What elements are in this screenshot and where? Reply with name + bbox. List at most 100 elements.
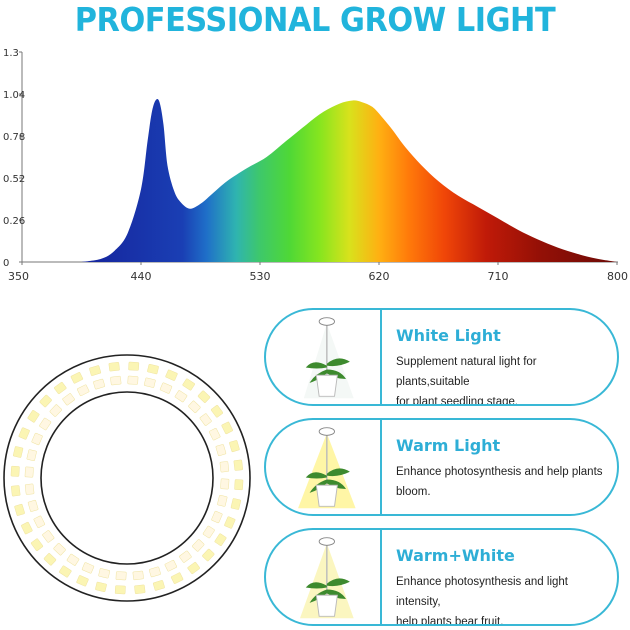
led-chip-warm	[114, 585, 126, 595]
led-chip-white	[208, 428, 221, 441]
led-chip-warm	[14, 503, 25, 516]
led-chip-warm	[43, 553, 57, 566]
led-chip-warm	[152, 580, 165, 591]
y-tick-label: 1.04	[3, 90, 25, 101]
page-title: PROFESSIONAL GROW LIGHT	[74, 0, 556, 39]
led-chip-white	[202, 525, 215, 539]
led-chip-white	[53, 543, 66, 556]
x-tick-label: 440	[131, 270, 152, 283]
led-chip-white	[199, 413, 212, 426]
led-chip-white	[77, 384, 90, 397]
led-chip-white	[98, 568, 111, 579]
led-chip-warm	[187, 561, 200, 575]
mode-description-line: Enhance photosynthesis and help plants	[396, 466, 603, 478]
mode-description-line: help plants bear fruit.	[396, 616, 504, 626]
led-chip-warm	[59, 565, 72, 578]
led-chip-warm	[221, 421, 233, 435]
x-tick-label: 710	[488, 270, 509, 283]
y-tick-label: 0.52	[3, 174, 25, 185]
led-chips	[10, 361, 244, 595]
led-chip-white	[39, 417, 52, 431]
plant-pot-icon	[315, 594, 338, 617]
led-chip-white	[174, 390, 188, 403]
led-chip-white	[159, 382, 173, 394]
plant-pot-icon	[315, 374, 338, 397]
led-chip-white	[24, 466, 34, 478]
led-chip-warm	[70, 372, 84, 384]
led-chip-warm	[224, 516, 236, 529]
led-chip-warm	[234, 479, 244, 491]
led-chip-white	[66, 553, 80, 566]
led-chip-warm	[147, 364, 159, 375]
led-chip-white	[127, 375, 139, 385]
led-chip-warm	[214, 533, 227, 546]
led-chip-white	[132, 570, 144, 581]
led-chip-white	[179, 550, 192, 563]
ring-inner-edge	[40, 391, 214, 565]
x-tick-label: 800	[607, 270, 628, 283]
led-chip-warm	[165, 369, 178, 381]
led-chip-warm	[11, 485, 21, 497]
led-chip-warm	[128, 361, 140, 371]
led-chip-warm	[10, 465, 20, 477]
ring-outer-edge	[3, 354, 251, 602]
y-tick-labels: 0 0.26 0.52 0.78 1.04 1.3	[3, 48, 25, 269]
plant-lamp-illustration	[298, 420, 382, 514]
mode-title: Warm Light	[396, 436, 501, 455]
led-chip-warm	[54, 381, 67, 395]
led-chip-white	[219, 461, 230, 473]
plant-lamp-illustration	[303, 310, 382, 404]
led-chip-white	[31, 432, 43, 446]
plant-lamp-illustration	[299, 530, 382, 624]
led-chip-warm	[210, 405, 224, 418]
mode-description-line: for plant seedling stage.	[396, 396, 519, 406]
lamp-head-icon	[318, 537, 335, 546]
led-chip-white	[192, 539, 205, 552]
led-chip-white	[27, 499, 39, 512]
led-chip-white	[115, 571, 127, 581]
led-chip-warm	[197, 390, 211, 403]
led-chip-white	[49, 404, 62, 417]
led-chip-white	[81, 562, 95, 574]
led-chip-warm	[182, 378, 195, 391]
spectrum-curve	[81, 99, 617, 262]
led-chip-warm	[95, 581, 107, 592]
y-tick-label: 0.78	[3, 132, 25, 143]
plant-pot-icon	[315, 484, 338, 507]
led-chip-white	[143, 377, 156, 388]
led-chip-white	[26, 449, 37, 462]
led-chip-warm	[13, 446, 24, 458]
led-chip-warm	[233, 459, 243, 471]
y-tick-label: 1.3	[3, 48, 19, 59]
mode-description-line: Enhance photosynthesis and light intensi…	[396, 576, 568, 608]
led-chip-warm	[89, 365, 102, 376]
mode-description-line: bloom.	[396, 486, 431, 498]
lamp-head-icon	[318, 317, 335, 326]
led-chip-white	[188, 400, 201, 413]
led-chip-warm	[108, 362, 120, 372]
led-chip-warm	[76, 575, 89, 587]
led-chip-white	[211, 510, 223, 524]
led-chip-warm	[18, 427, 30, 440]
spectrum-chart: 0 0.26 0.52 0.78 1.04 1.3 350 440 530 620 710 800	[3, 48, 628, 283]
led-chip-warm	[21, 521, 33, 535]
led-chip-white	[33, 515, 46, 528]
led-ring-diagram	[3, 354, 251, 602]
led-chip-warm	[230, 498, 241, 510]
x-tick-label: 530	[250, 270, 271, 283]
led-chip-white	[220, 478, 230, 490]
led-chip-warm	[134, 584, 146, 594]
lamp-head-icon	[318, 427, 335, 436]
x-tick-labels: 350 440 530 620 710 800	[8, 262, 628, 283]
led-chip-warm	[27, 410, 40, 423]
mode-title: White Light	[396, 326, 501, 345]
led-chip-white	[215, 444, 227, 457]
y-tick-label: 0.26	[3, 216, 25, 227]
led-chip-white	[93, 378, 106, 390]
y-tick-label: 0	[3, 258, 9, 269]
led-chip-warm	[30, 538, 44, 551]
mode-card-white: White Light Supplement natural light for…	[264, 308, 619, 406]
mode-description-line: Supplement natural light for plants,suit…	[396, 356, 537, 388]
led-chip-white	[217, 494, 228, 507]
mode-card-warm-white: Warm+White Enhance photosynthesis and li…	[264, 528, 619, 626]
